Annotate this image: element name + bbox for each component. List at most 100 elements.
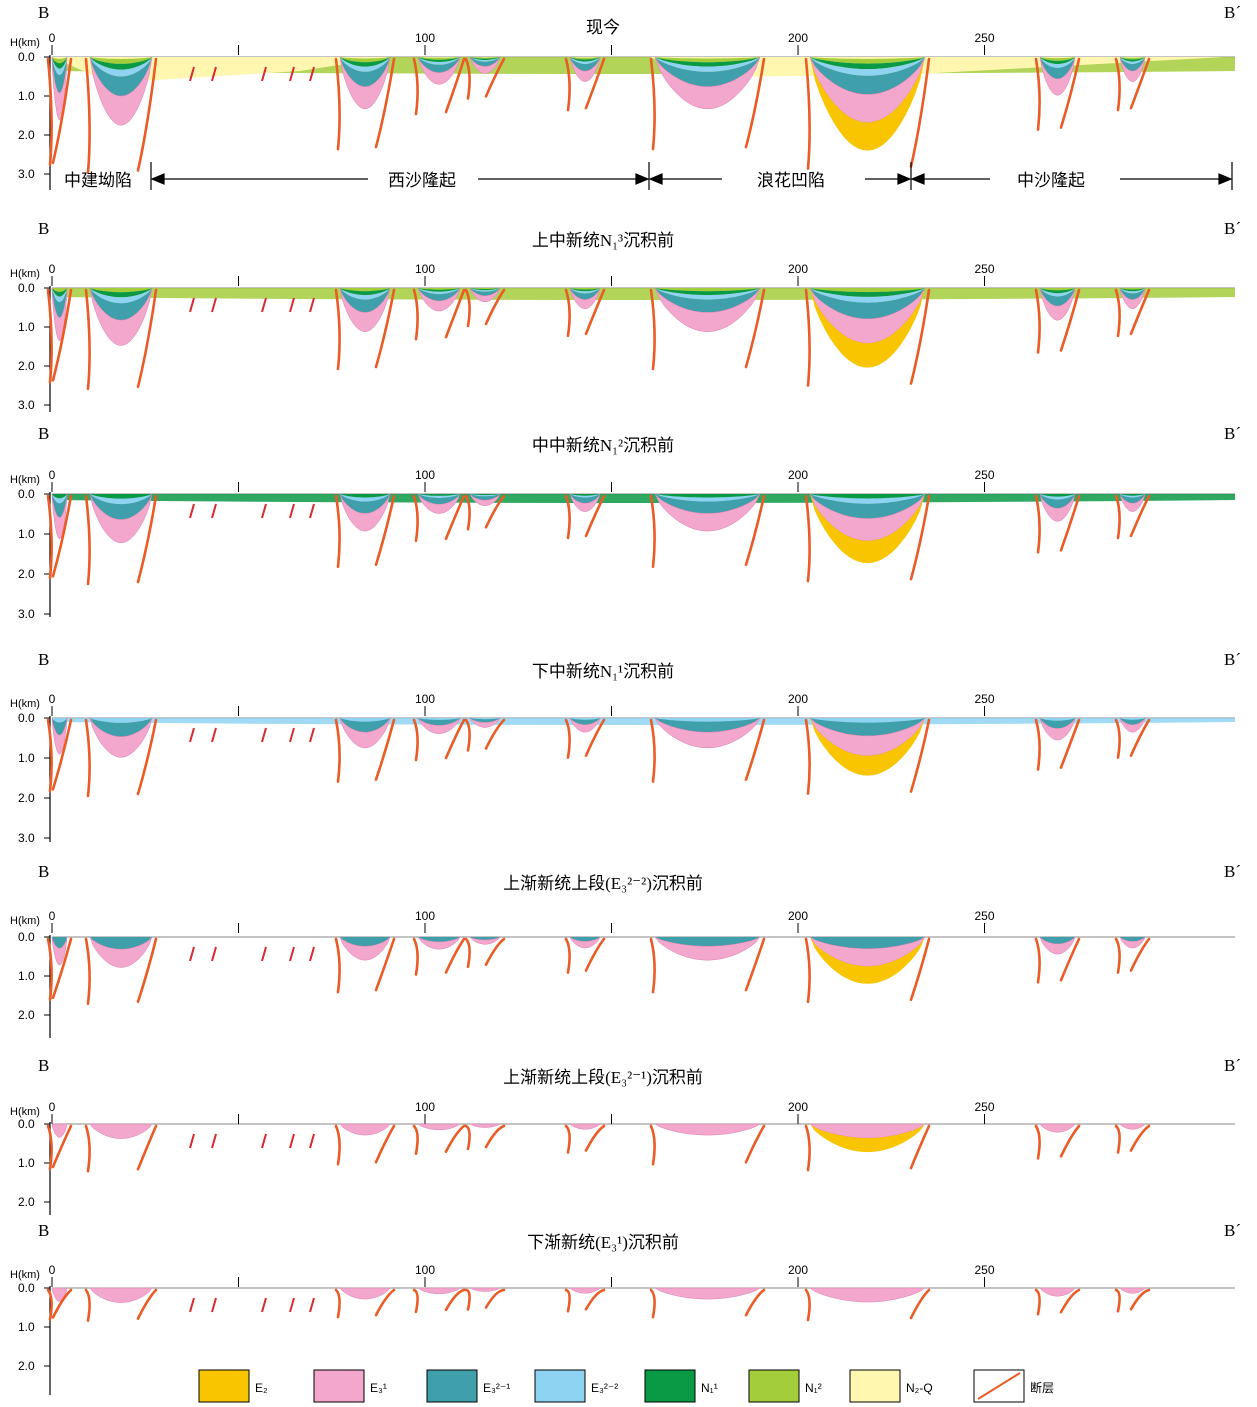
region-xisha: 西沙隆起 xyxy=(388,171,456,190)
fault-line xyxy=(374,937,396,992)
stratum-e321-fill xyxy=(90,937,152,950)
fault-line xyxy=(804,937,811,1004)
stratum-e31-fill xyxy=(1119,1123,1146,1130)
minor-fault xyxy=(289,297,295,313)
region-zhongsha: 中沙隆起 xyxy=(1017,171,1085,190)
section-start-label: B xyxy=(38,3,49,22)
stratum-e322-fill xyxy=(90,718,152,723)
x-tick-label: 0 xyxy=(49,468,56,482)
fault-line xyxy=(584,937,606,972)
stratum-e31-fill xyxy=(417,936,461,950)
fault-line xyxy=(1034,494,1041,554)
stratum-e31-fill xyxy=(469,287,501,303)
x-tick-label: 100 xyxy=(415,1263,435,1277)
stratum-n11-fill xyxy=(655,288,760,296)
stratum-e2-fill xyxy=(810,1124,925,1153)
fault-line xyxy=(564,57,571,112)
fault-line xyxy=(584,288,606,336)
region-labels: 中建坳陷 西沙隆起 浪花凹陷 中沙隆起 xyxy=(64,162,1233,190)
stratum-e31-fill xyxy=(89,1123,153,1139)
fault-line xyxy=(412,57,419,116)
fault-line xyxy=(744,1124,766,1164)
arrow-head xyxy=(648,173,663,185)
minor-fault xyxy=(189,1133,195,1149)
fault-line xyxy=(649,718,656,783)
fault-line xyxy=(1114,1124,1121,1154)
y-axis-label: H(km) xyxy=(10,37,40,49)
region-zhongjian: 中建坳陷 xyxy=(64,171,132,190)
y-axis-label: H(km) xyxy=(10,1106,40,1118)
section-start-label: B xyxy=(38,862,49,881)
fault-line xyxy=(1129,718,1151,757)
minor-fault xyxy=(289,1297,295,1313)
section-panel: 现今 B B´ H(km) 0 100 200 250 0.0 1.0 2.0 3.0 xyxy=(10,3,1241,190)
fault-line xyxy=(1129,288,1151,336)
fault-line xyxy=(334,1124,341,1166)
fault-line xyxy=(584,1288,606,1311)
stratum-e31-fill xyxy=(1119,56,1146,82)
stratum-e322-fill xyxy=(810,718,925,723)
y-tick-label: 1.0 xyxy=(18,89,35,103)
x-tick-label: 200 xyxy=(788,909,808,923)
legend-swatch xyxy=(313,1369,365,1403)
fault-line xyxy=(84,288,91,391)
minor-fault xyxy=(309,66,315,82)
stratum-n11-fill xyxy=(1040,57,1075,65)
minor-fault xyxy=(289,503,295,519)
stratum-e322-fill xyxy=(1040,288,1075,297)
fault-line xyxy=(444,288,466,339)
fault-line xyxy=(584,1124,606,1152)
y-tick-label: 1.0 xyxy=(18,527,35,541)
fault-line xyxy=(444,1124,466,1153)
stratum-n12-fill xyxy=(52,288,67,292)
stratum-e321-fill xyxy=(340,288,390,313)
fault-line xyxy=(1114,1288,1121,1313)
legend-swatch xyxy=(849,1369,901,1403)
x-tick-label: 250 xyxy=(974,1100,994,1114)
x-tick-label: 0 xyxy=(49,31,56,45)
stratum-e321-fill xyxy=(1120,288,1145,300)
fault-line xyxy=(1129,937,1151,972)
stratum-n11-fill xyxy=(52,494,67,499)
stratum-e31-fill xyxy=(569,287,601,309)
stratum-e31-fill xyxy=(51,936,68,966)
fault-line xyxy=(46,718,53,793)
stratum-e322-fill xyxy=(1040,57,1075,68)
stratum-e322-fill xyxy=(52,288,67,302)
stratum-e322-fill xyxy=(810,288,925,303)
panel-title: 上渐新统上段(E₃²⁻¹)沉积前 xyxy=(503,1068,703,1087)
x-tick-label: 250 xyxy=(974,692,994,706)
fault-line xyxy=(744,1288,766,1317)
fault-line xyxy=(444,494,466,541)
stratum-e322-fill xyxy=(340,494,390,502)
fault-line xyxy=(374,718,396,781)
fault-line xyxy=(804,494,811,583)
fault-line xyxy=(584,57,606,110)
section-end-label: B´ xyxy=(1224,1221,1241,1240)
fault-line xyxy=(1129,1288,1151,1311)
fault-line xyxy=(46,288,53,384)
stratum-e31-fill xyxy=(89,1287,153,1303)
fault-line xyxy=(412,1288,419,1314)
stratum-n12-fill xyxy=(418,57,460,60)
legend-label: N₂-Q xyxy=(906,1381,933,1395)
stratum-e31-fill xyxy=(654,1123,761,1136)
section-end-label: B´ xyxy=(1224,424,1241,443)
y-tick-label: 3.0 xyxy=(18,607,35,621)
section-start-label: B xyxy=(38,219,49,238)
stratum-e321-fill xyxy=(340,494,390,514)
stratum-e321-fill xyxy=(655,494,760,514)
fault-line xyxy=(1129,494,1151,538)
fault-line xyxy=(484,1288,506,1309)
fault-line xyxy=(1034,1124,1041,1160)
fault-line xyxy=(649,494,656,569)
minor-fault xyxy=(211,946,217,962)
stratum-e31-fill xyxy=(654,493,761,532)
fault-line xyxy=(464,494,471,531)
x-tick-label: 100 xyxy=(415,31,435,45)
stratum-n11-fill xyxy=(90,288,152,298)
stratum-e321-fill xyxy=(418,494,460,505)
stratum-e322-fill xyxy=(90,494,152,505)
legend-swatch xyxy=(748,1369,800,1403)
